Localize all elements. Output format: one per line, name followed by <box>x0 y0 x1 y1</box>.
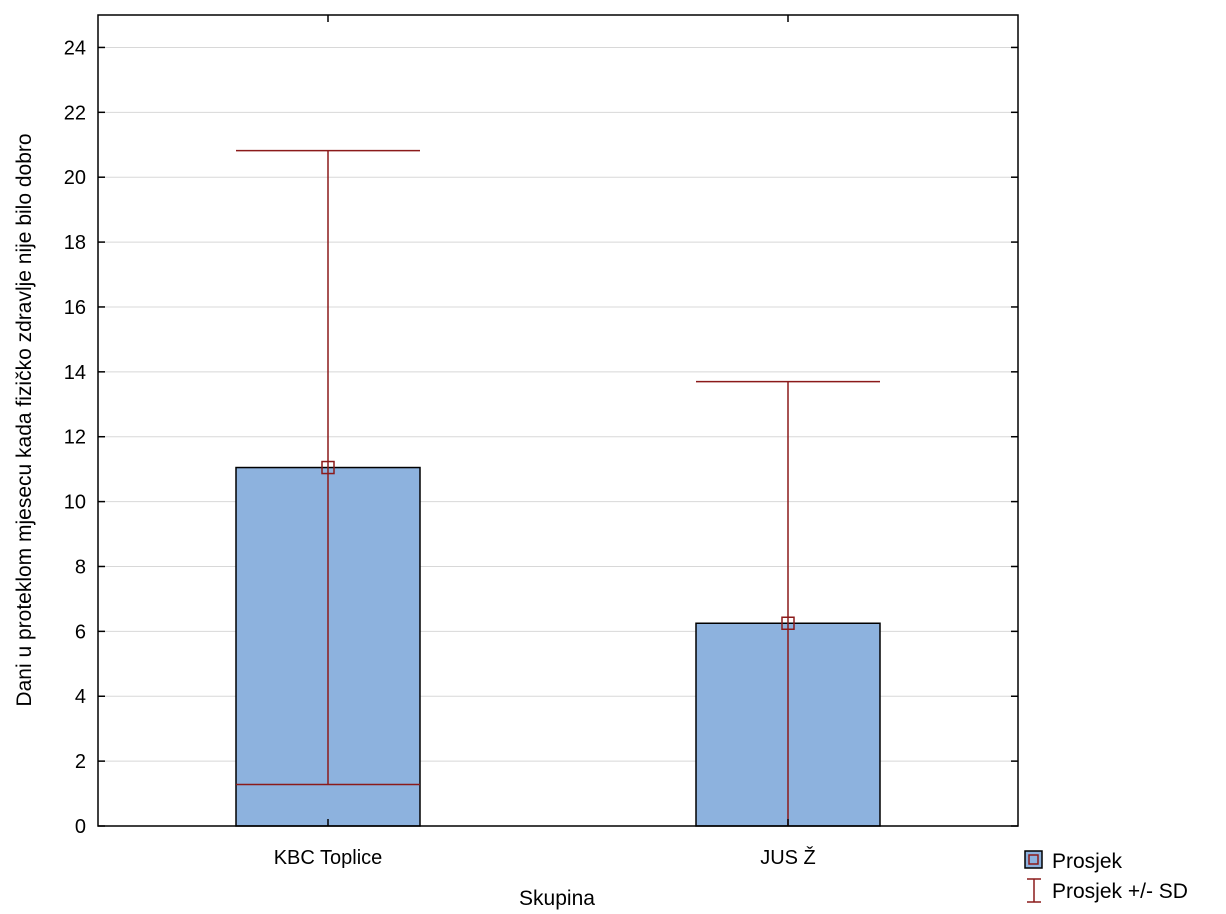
y-tick-label: 12 <box>64 427 86 449</box>
legend-error-icon <box>1027 878 1041 903</box>
y-tick-label: 8 <box>75 556 86 578</box>
legend-swatch-mean <box>1024 850 1043 869</box>
y-axis-title: Dani u proteklom mjesecu kada fizičko zd… <box>13 133 36 706</box>
y-tick-label: 18 <box>64 232 86 254</box>
y-tick-label: 14 <box>64 362 86 384</box>
legend-swatch-mean-marker <box>1028 854 1039 865</box>
y-tick-label: 6 <box>75 621 86 643</box>
bars <box>235 466 881 827</box>
y-tick-label: 24 <box>64 37 86 59</box>
error-bars <box>236 149 880 826</box>
y-tick-label: 2 <box>75 751 86 773</box>
y-tick-label: 4 <box>75 686 86 708</box>
x-axis-title: Skupina <box>519 887 595 910</box>
legend-label-mean: Prosjek <box>1052 850 1123 873</box>
mean-marker <box>781 616 795 630</box>
y-tick-label: 0 <box>75 816 86 838</box>
x-tick-label: KBC Toplice <box>274 847 383 869</box>
mean-marker <box>321 460 335 475</box>
legend: Prosjek Prosjek +/- SD <box>1024 850 1188 903</box>
y-tick-label: 10 <box>64 492 86 514</box>
plot-frame <box>97 14 1019 827</box>
y-tick-label: 16 <box>64 297 86 319</box>
y-tick-label: 22 <box>64 102 86 124</box>
x-tick-label: JUS Ž <box>760 846 816 869</box>
legend-label-sd: Prosjek +/- SD <box>1052 880 1188 903</box>
y-tick-label: 20 <box>64 167 86 189</box>
